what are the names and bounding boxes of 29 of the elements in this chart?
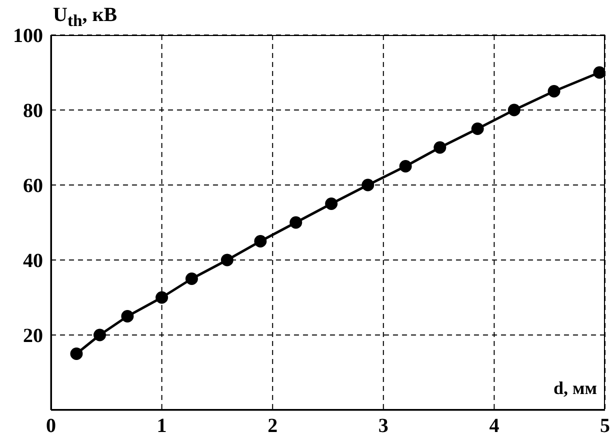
point [508,104,520,116]
y-axis-title: U$_{th}$, кВ [53,4,118,31]
y-tick-label: 100 [13,25,43,48]
point [94,328,106,342]
point [156,291,168,304]
point [399,160,412,172]
y-tick-label: 20 [23,325,43,348]
point [548,85,560,98]
point [362,178,374,192]
x-tick-label: 4 [489,415,500,434]
point [434,141,446,154]
point [220,254,234,266]
point [70,348,83,360]
y-tick-label: 40 [23,250,43,272]
y-tick-label: 60 [23,175,43,198]
point [185,272,198,285]
point [290,216,302,229]
x-tick-label: 1 [156,415,167,434]
x-axis-title: d, мм [553,378,597,399]
x-tick-label: 3 [378,415,388,434]
x-tick-label: 2 [268,415,278,434]
point [325,198,338,210]
point [121,310,134,322]
point [593,66,605,79]
x-tick-label: 0 [46,415,56,434]
point [254,235,267,248]
y-tick-label: 80 [23,100,43,122]
x-tick-label: 5 [600,415,610,434]
point [471,122,484,135]
